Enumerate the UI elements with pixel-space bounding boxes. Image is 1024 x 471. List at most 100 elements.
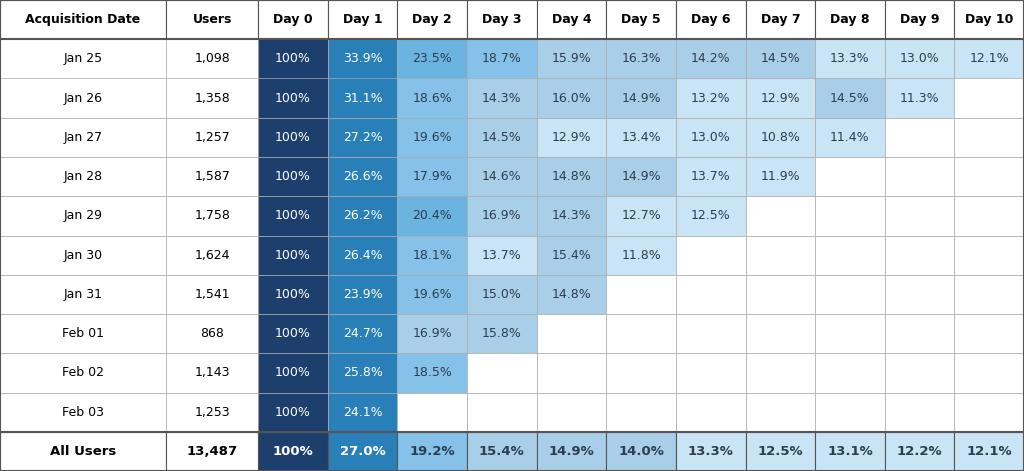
Text: 13.0%: 13.0% [691,131,730,144]
Bar [954,79,1024,118]
Bar [954,432,1024,471]
Bar [258,157,328,196]
Bar [606,118,676,157]
Text: 13.4%: 13.4% [622,131,660,144]
Text: 12.7%: 12.7% [622,210,662,222]
Text: 100%: 100% [275,406,311,419]
Text: 18.6%: 18.6% [413,92,453,105]
Bar [537,39,606,79]
Bar [745,314,815,353]
Text: 23.5%: 23.5% [413,52,453,65]
Bar [954,118,1024,157]
Bar [606,196,676,236]
Bar [328,432,397,471]
Bar [606,39,676,79]
Text: 15.9%: 15.9% [552,52,592,65]
Text: 14.9%: 14.9% [622,170,660,183]
Bar [166,79,258,118]
Bar [676,157,745,196]
Text: 100%: 100% [275,327,311,340]
Bar [328,353,397,392]
Bar [258,196,328,236]
Bar [815,118,885,157]
Bar [467,236,537,275]
Text: 14.2%: 14.2% [691,52,730,65]
Text: 12.5%: 12.5% [691,210,730,222]
Bar [815,157,885,196]
Bar [328,39,397,79]
Text: Jan 27: Jan 27 [63,131,102,144]
Text: 13.0%: 13.0% [900,52,939,65]
Text: 12.9%: 12.9% [552,131,591,144]
Bar [885,275,954,314]
Bar [166,157,258,196]
Text: 12.2%: 12.2% [897,445,942,458]
Bar [954,392,1024,432]
Bar [745,39,815,79]
Bar [676,353,745,392]
Bar [815,236,885,275]
Text: Day 6: Day 6 [691,13,730,26]
Bar [885,39,954,79]
Bar [258,236,328,275]
Bar [467,39,537,79]
Bar [954,196,1024,236]
Bar [537,392,606,432]
Bar [397,196,467,236]
Bar [606,236,676,275]
Bar [328,196,397,236]
Bar [258,392,328,432]
Bar [676,236,745,275]
Text: Day 4: Day 4 [552,13,591,26]
Text: Day 9: Day 9 [900,13,939,26]
Text: 27.0%: 27.0% [340,445,386,458]
Text: 1,253: 1,253 [195,406,230,419]
Text: 23.9%: 23.9% [343,288,383,301]
Bar [166,196,258,236]
Bar [328,314,397,353]
Text: 15.4%: 15.4% [552,249,592,261]
Bar [885,79,954,118]
Bar [745,353,815,392]
Text: All Users: All Users [50,445,116,458]
Bar [745,196,815,236]
Bar [166,392,258,432]
Text: 15.0%: 15.0% [482,288,522,301]
Text: 100%: 100% [275,210,311,222]
Bar [397,432,467,471]
Bar [745,432,815,471]
Bar [258,353,328,392]
Bar [537,157,606,196]
Bar [676,392,745,432]
Text: 15.8%: 15.8% [482,327,522,340]
Text: 100%: 100% [275,52,311,65]
Text: 12.1%: 12.1% [967,445,1012,458]
Text: 13.3%: 13.3% [688,445,733,458]
Bar [885,196,954,236]
Bar [397,353,467,392]
Text: 100%: 100% [275,131,311,144]
Text: 13.1%: 13.1% [827,445,872,458]
Text: 13.3%: 13.3% [830,52,869,65]
Bar [537,118,606,157]
Bar [0,196,166,236]
Bar [954,0,1024,39]
Bar [328,236,397,275]
Bar [166,236,258,275]
Text: 19.2%: 19.2% [410,445,455,458]
Bar [537,196,606,236]
Bar [815,392,885,432]
Bar [258,0,328,39]
Bar [815,39,885,79]
Bar [885,157,954,196]
Bar [676,196,745,236]
Text: 1,587: 1,587 [195,170,230,183]
Bar [676,275,745,314]
Bar [885,236,954,275]
Text: 26.6%: 26.6% [343,170,383,183]
Bar [467,79,537,118]
Bar [815,314,885,353]
Text: Day 2: Day 2 [413,13,452,26]
Bar [0,157,166,196]
Bar [258,39,328,79]
